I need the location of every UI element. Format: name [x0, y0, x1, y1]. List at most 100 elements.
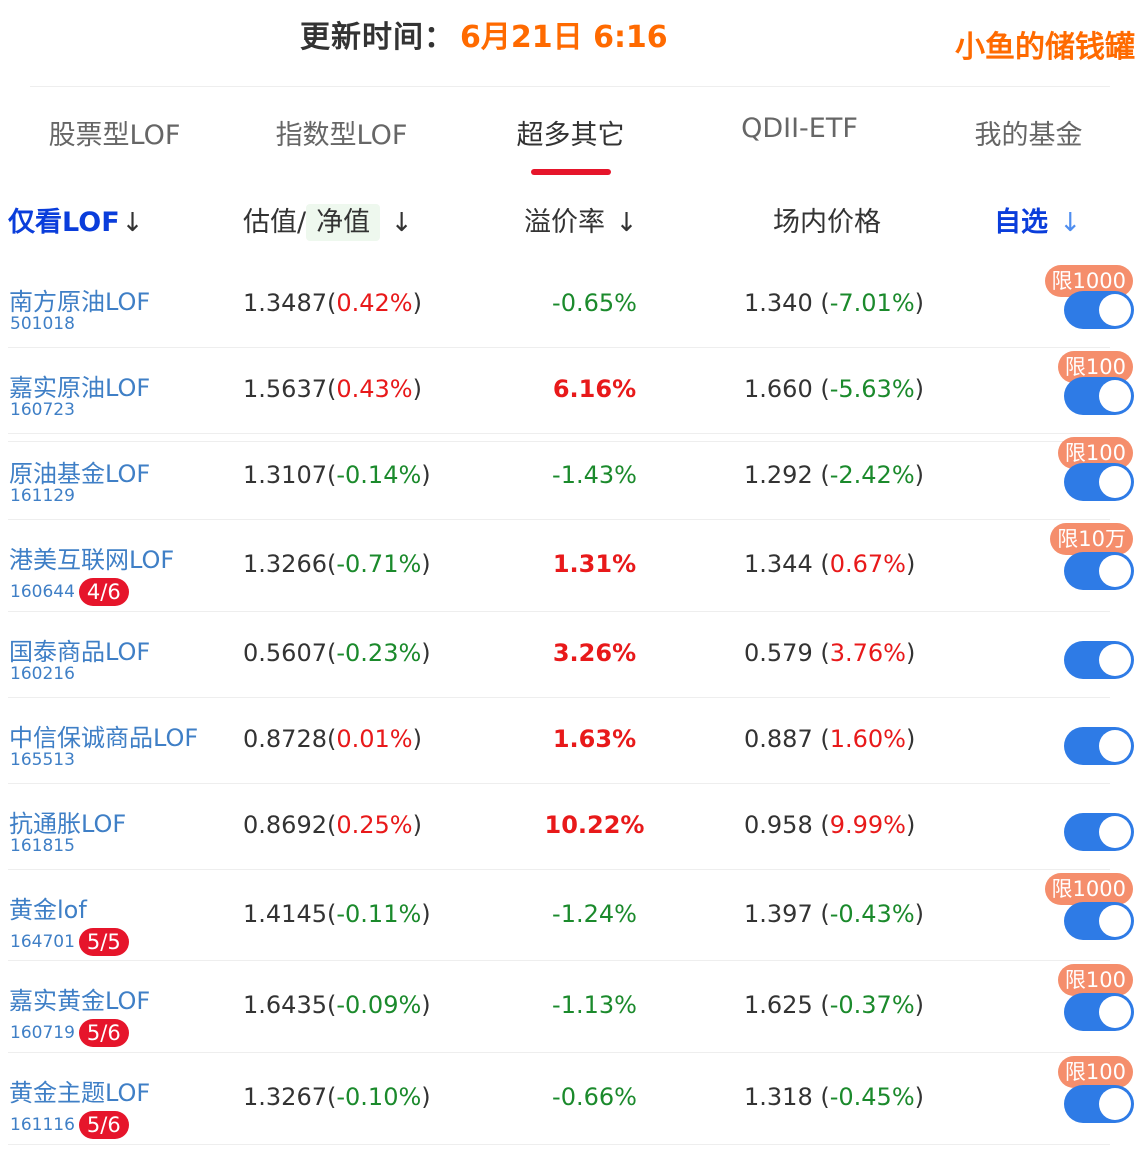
market-price: 0.579 (3.76%): [744, 639, 916, 667]
market-price: 1.397 (-0.43%): [744, 900, 924, 928]
table-row: 港美互联网LOF 160644 4/6 1.3266(-0.71%) 1.31% 1.34…: [0, 520, 1139, 612]
row-divider: [8, 347, 1110, 348]
fund-code-value: 164701: [10, 932, 75, 952]
favorite-toggle[interactable]: [1064, 291, 1134, 329]
active-tab-indicator: [531, 169, 611, 175]
price-change: -5.63%: [829, 375, 915, 403]
favorite-toggle[interactable]: [1064, 552, 1134, 590]
tab-others[interactable]: 超多其它: [516, 120, 625, 151]
premium-cell: 10.22%: [0, 811, 1139, 839]
nav-value: 1.3266(-0.71%): [243, 550, 431, 578]
fund-code-value: 160644: [10, 582, 75, 602]
premium-label: 溢价率: [524, 207, 605, 238]
favorite-toggle[interactable]: [1064, 813, 1134, 851]
fund-code: 160723: [10, 400, 75, 420]
price-number: 1.292: [744, 461, 813, 489]
column-header: 仅看LOF↓ 估值/净值 ↓ 溢价率 ↓ 场内价格 自选 ↓: [0, 180, 1139, 442]
fund-code: 165513: [10, 750, 75, 770]
premium-rate: 6.16%: [552, 375, 637, 403]
price-number: 1.660: [744, 375, 813, 403]
nav-number: 1.3267: [243, 1083, 327, 1111]
fund-name-link[interactable]: 中信保诚商品LOF: [9, 724, 199, 752]
fund-name-link[interactable]: 嘉实原油LOF: [9, 374, 151, 402]
update-time-value: 6月21日 6:16: [460, 20, 668, 55]
favorite-toggle[interactable]: [1064, 993, 1134, 1031]
nav-change: 0.43%: [336, 375, 413, 403]
premium-cell: -0.65%: [0, 289, 1139, 317]
fund-code-value: 160723: [10, 400, 75, 420]
fund-code-value: 160719: [10, 1023, 75, 1043]
price-change: 9.99%: [829, 811, 906, 839]
row-divider: [8, 960, 1110, 961]
premium-rate: 1.63%: [552, 725, 637, 753]
premium-rate: -0.65%: [552, 289, 637, 317]
favorite-toggle[interactable]: [1064, 727, 1134, 765]
fund-name-link[interactable]: 嘉实黄金LOF: [9, 987, 151, 1015]
favorite-toggle[interactable]: [1064, 641, 1134, 679]
favorite-toggle[interactable]: [1064, 902, 1134, 940]
header-divider: [8, 441, 1110, 442]
table-row: 国泰商品LOF 160216 0.5607(-0.23%) 3.26% 0.579 (3…: [0, 612, 1139, 698]
market-price: 1.292 (-2.42%): [744, 461, 924, 489]
fund-name-link[interactable]: 南方原油LOF: [9, 288, 151, 316]
nav-number: 1.4145: [243, 900, 327, 928]
price-change: 0.67%: [829, 550, 906, 578]
premium-cell: -1.24%: [0, 900, 1139, 928]
nav-column-header[interactable]: 估值/净值 ↓: [243, 200, 413, 241]
fund-name-link[interactable]: 原油基金LOF: [9, 460, 151, 488]
nav-number: 1.3487: [243, 289, 327, 317]
price-change: 3.76%: [829, 639, 906, 667]
favorite-toggle[interactable]: [1064, 377, 1134, 415]
nav-number: 1.3107: [243, 461, 327, 489]
purchase-limit-badge: 限1000: [1044, 873, 1133, 905]
favorite-toggle[interactable]: [1064, 463, 1134, 501]
table-row: 抗通胀LOF 161815 0.8692(0.25%) 10.22% 0.958 (9.…: [0, 784, 1139, 870]
fund-code: 160644 4/6: [10, 578, 129, 606]
tab-qdii-etf[interactable]: QDII-ETF: [741, 113, 858, 144]
price-number: 0.958: [744, 811, 813, 839]
favorite-column-header[interactable]: 自选 ↓: [994, 200, 1081, 239]
lof-only-label: 仅看LOF: [8, 207, 120, 238]
price-change: -0.37%: [829, 991, 915, 1019]
fund-code: 160719 5/6: [10, 1019, 129, 1047]
nav-change: -0.10%: [336, 1083, 422, 1111]
nav-value: 1.5637(0.43%): [243, 375, 422, 403]
fund-name-link[interactable]: 抗通胀LOF: [9, 810, 127, 838]
favorite-toggle[interactable]: [1064, 1085, 1134, 1123]
price-change: -2.42%: [829, 461, 915, 489]
nav-change: -0.09%: [336, 991, 422, 1019]
nav-change: -0.14%: [336, 461, 422, 489]
fund-name-link[interactable]: 港美互联网LOF: [9, 546, 175, 574]
toggle-knob: [1099, 380, 1131, 412]
premium-cell: 1.63%: [0, 725, 1139, 753]
nav-change: -0.11%: [336, 900, 422, 928]
table-row: 中信保诚商品LOF 165513 0.8728(0.01%) 1.63% 0.887 (…: [0, 698, 1139, 784]
fund-name-link[interactable]: 黄金lof: [9, 896, 87, 924]
premium-column-header[interactable]: 溢价率 ↓: [524, 200, 637, 239]
toggle-knob: [1099, 555, 1131, 587]
row-divider: [8, 869, 1110, 870]
table-row: 黄金lof 164701 5/5 1.4145(-0.11%) -1.24% 1.397 …: [0, 870, 1139, 961]
market-price: 1.344 (0.67%): [744, 550, 916, 578]
fund-name-link[interactable]: 黄金主题LOF: [9, 1079, 151, 1107]
purchase-limit-badge: 限100: [1057, 964, 1133, 996]
sort-arrow-icon: ↓: [390, 208, 413, 238]
purchase-limit-badge: 限10万: [1050, 523, 1133, 555]
tab-stock-lof[interactable]: 股票型LOF: [48, 120, 181, 151]
estimate-label: 估值/: [243, 207, 307, 238]
fund-code-value: 161815: [10, 836, 75, 856]
purchase-limit-badge: 限100: [1057, 1056, 1133, 1088]
price-change: -0.43%: [829, 900, 915, 928]
lof-only-filter[interactable]: 仅看LOF↓: [8, 200, 143, 239]
nav-value: 0.8728(0.01%): [243, 725, 422, 753]
tab-my-funds[interactable]: 我的基金: [974, 120, 1083, 151]
nav-value: 1.3267(-0.10%): [243, 1083, 431, 1111]
fund-name-link[interactable]: 国泰商品LOF: [9, 638, 151, 666]
table-row: 嘉实黄金LOF 160719 5/6 1.6435(-0.09%) -1.13% 1.62…: [0, 961, 1139, 1053]
row-divider: [8, 1052, 1110, 1053]
row-divider: [8, 611, 1110, 612]
tab-index-lof[interactable]: 指数型LOF: [275, 120, 408, 151]
nav-value: 1.3107(-0.14%): [243, 461, 431, 489]
market-price: 0.958 (9.99%): [744, 811, 916, 839]
nav-label[interactable]: 净值: [306, 204, 381, 241]
